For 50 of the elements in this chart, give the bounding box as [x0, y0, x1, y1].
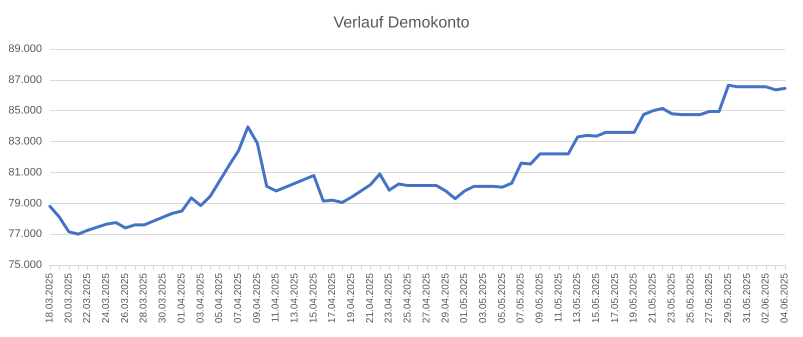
x-tick-label: 22.03.2025 [82, 272, 94, 324]
y-tick-label: 85.000 [8, 104, 42, 117]
y-tick-label: 89.000 [8, 43, 42, 55]
x-tick-label: 29.04.2025 [440, 272, 452, 324]
x-tick-label: 05.04.2025 [214, 272, 226, 324]
x-tick-label: 13.04.2025 [290, 272, 300, 324]
x-tick-label: 01.05.2025 [459, 272, 470, 324]
x-tick-label: 24.03.2025 [101, 272, 112, 324]
x-tick-label: 21.05.2025 [648, 272, 659, 324]
x-tick-label: 04.06.2025 [780, 272, 790, 324]
x-tick-label: 27.04.2025 [421, 272, 432, 324]
x-tick-label: 23.05.2025 [666, 272, 678, 324]
x-tick-label: 25.04.2025 [402, 272, 414, 324]
x-tick-label: 17.04.2025 [327, 272, 338, 324]
x-tick-label: 19.05.2025 [628, 272, 640, 324]
y-tick-label: 75.000 [8, 259, 42, 271]
x-tick-label: 11.04.2025 [270, 272, 282, 322]
y-tick-label: 77.000 [8, 228, 42, 240]
x-tick-label: 21.04.2025 [364, 272, 376, 324]
x-tick-label: 09.04.2025 [252, 272, 263, 324]
x-tick-label: 30.03.2025 [158, 272, 169, 324]
x-tick-label: 17.05.2025 [610, 272, 621, 324]
x-tick-label: 23.04.2025 [384, 272, 395, 324]
x-tick-label: 28.03.2025 [138, 272, 150, 324]
x-tick-label: 15.05.2025 [591, 272, 602, 324]
x-tick-label: 29.05.2025 [722, 272, 734, 324]
y-tick-label: 83.000 [8, 136, 42, 148]
x-tick-label: 19.04.2025 [346, 272, 358, 324]
y-tick-label: 79.000 [8, 197, 42, 210]
x-tick-label: 07.05.2025 [516, 272, 527, 324]
chart-title: Verlauf Demokonto [333, 14, 470, 32]
x-tick-label: 31.05.2025 [742, 272, 753, 324]
x-tick-label: 07.04.2025 [232, 272, 244, 324]
x-tick-label: 02.06.2025 [760, 272, 772, 324]
x-tick-label: 11.05.2025 [553, 272, 564, 322]
x-tick-label: 13.05.2025 [572, 272, 584, 324]
x-tick-label: 09.05.2025 [534, 272, 546, 324]
x-tick-label: 27.05.2025 [704, 272, 716, 324]
line-series [48, 84, 786, 236]
x-tick-label: 26.03.2025 [120, 272, 131, 324]
y-tick-label: 87.000 [8, 74, 42, 86]
x-tick-label: 01.04.2025 [176, 272, 188, 324]
x-tick-label: 15.04.2025 [308, 272, 320, 324]
y-tick-label: 81.000 [8, 166, 42, 178]
x-tick-label: 03.04.2025 [195, 272, 206, 324]
x-tick-label: 18.03.2025 [44, 272, 56, 324]
x-tick-label: 05.05.2025 [496, 272, 508, 324]
x-tick-label: 03.05.2025 [478, 272, 489, 324]
x-tick-label: 20.03.2025 [63, 272, 74, 324]
x-tick-label: 25.05.2025 [685, 272, 696, 324]
